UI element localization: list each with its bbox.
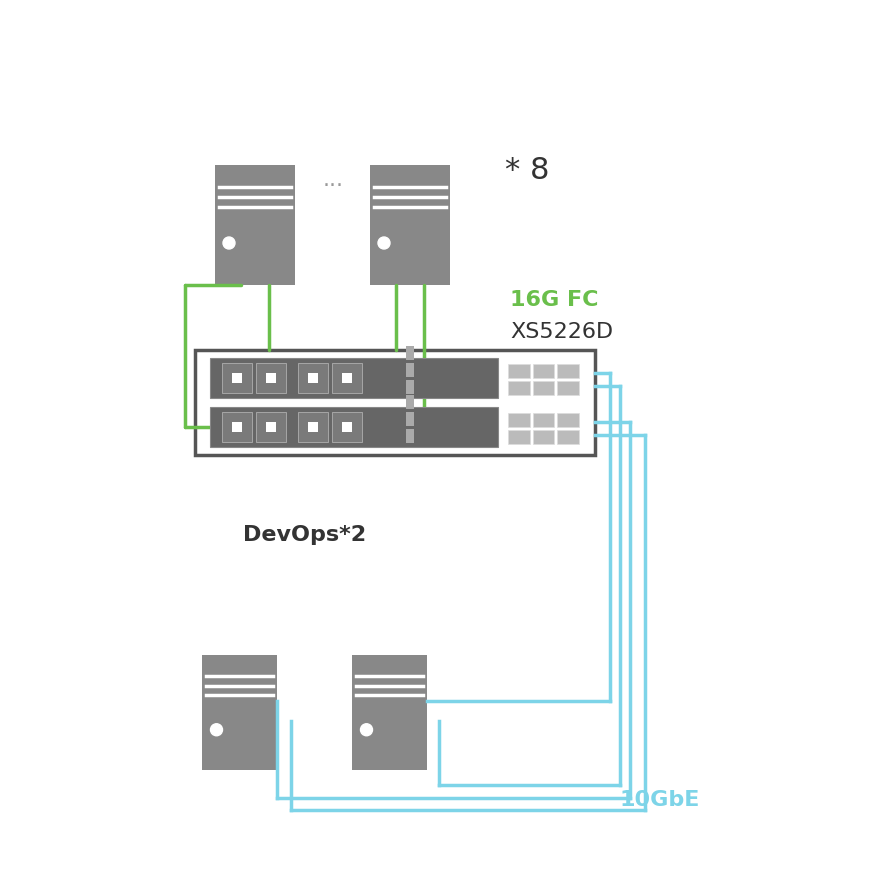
Bar xyxy=(308,373,318,383)
Bar xyxy=(298,412,328,442)
Bar xyxy=(332,412,362,442)
Circle shape xyxy=(378,237,390,249)
Bar xyxy=(210,358,498,398)
Bar xyxy=(532,430,555,444)
Bar xyxy=(215,165,295,285)
Text: * 8: * 8 xyxy=(505,156,549,184)
Text: 10GbE: 10GbE xyxy=(620,790,700,810)
Bar xyxy=(406,412,414,426)
Bar xyxy=(266,373,276,383)
Bar xyxy=(332,363,362,392)
Bar xyxy=(508,381,530,395)
Bar xyxy=(557,413,579,427)
Bar xyxy=(532,413,555,427)
Circle shape xyxy=(211,724,222,735)
Bar xyxy=(406,363,414,377)
Bar xyxy=(232,373,242,383)
Bar xyxy=(406,380,414,394)
Bar xyxy=(195,350,595,455)
Bar xyxy=(508,364,530,378)
Text: 16G FC: 16G FC xyxy=(510,290,599,310)
Circle shape xyxy=(361,724,372,735)
Text: DevOps*2: DevOps*2 xyxy=(244,525,367,545)
Bar xyxy=(222,363,252,392)
Bar xyxy=(508,430,530,444)
Bar xyxy=(532,381,555,395)
Bar xyxy=(266,422,276,432)
Bar xyxy=(557,364,579,378)
Bar xyxy=(210,407,498,447)
Bar xyxy=(256,363,286,392)
Bar xyxy=(342,422,352,432)
Text: ...: ... xyxy=(323,170,344,190)
Bar xyxy=(256,412,286,442)
Bar xyxy=(298,363,328,392)
Bar xyxy=(342,373,352,383)
Bar xyxy=(508,413,530,427)
Bar xyxy=(308,422,318,432)
Bar xyxy=(203,655,277,770)
Bar xyxy=(557,430,579,444)
Bar xyxy=(532,364,555,378)
Bar xyxy=(406,395,414,409)
Text: XS5226D: XS5226D xyxy=(510,322,613,342)
Bar xyxy=(353,655,428,770)
Bar xyxy=(406,346,414,360)
Bar xyxy=(557,381,579,395)
Bar xyxy=(232,422,242,432)
Bar xyxy=(406,429,414,443)
Bar xyxy=(222,412,252,442)
Circle shape xyxy=(223,237,235,249)
Bar xyxy=(370,165,450,285)
